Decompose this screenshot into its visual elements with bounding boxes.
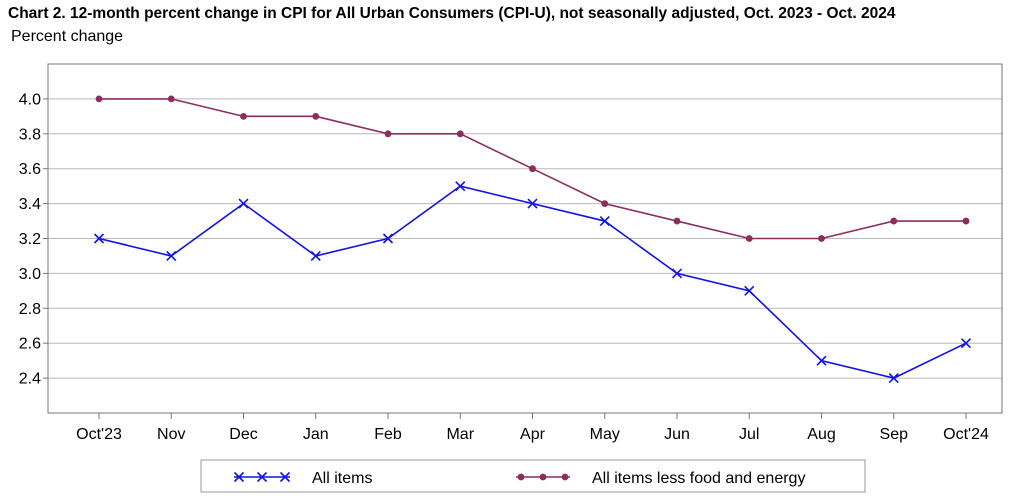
data-point-circle-marker [517, 473, 525, 481]
y-tick-label: 3.8 [19, 126, 41, 143]
legend-label: All items [312, 470, 372, 487]
series-line [98, 185, 967, 379]
data-point-x-marker [279, 471, 291, 483]
data-point-circle-marker [312, 112, 320, 120]
data-point-circle-marker [529, 165, 536, 173]
x-tick-label: Jan [303, 426, 329, 443]
series-all-items [93, 181, 972, 384]
chart-title: Chart 2. 12-month percent change in CPI … [8, 5, 896, 22]
x-axis: Oct'23 Nov Dec Jan Feb Mar Apr May Jun Jul Aug Sep O… [76, 413, 989, 443]
data-point-x-marker [744, 285, 755, 296]
y-tick-label: 3.2 [19, 231, 41, 248]
legend-label: All items less food and energy [592, 470, 805, 487]
data-point-circle-marker [818, 235, 825, 242]
data-point-x-marker [310, 250, 321, 262]
legend-entry: All items less food and energy [516, 470, 805, 487]
data-point-circle-marker [95, 95, 103, 103]
data-point-x-marker [238, 198, 249, 209]
data-point-circle-marker [167, 95, 175, 103]
y-axis: 2.4 2.6 2.8 3.0 3.2 3.4 3.6 3.8 4.0 [19, 91, 48, 388]
data-point-circle-marker [539, 473, 547, 481]
data-point-x-marker [233, 471, 245, 483]
data-point-x-marker [166, 250, 177, 262]
data-point-circle-marker [745, 235, 753, 242]
y-tick-label: 3.0 [19, 266, 41, 283]
data-point-x-marker [888, 373, 899, 384]
series-all-items-less-food-and-energy [95, 95, 970, 242]
x-tick-label: Apr [520, 426, 546, 443]
data-point-x-marker [256, 471, 268, 483]
x-tick-label: Jun [664, 426, 690, 443]
y-tick-label: 2.6 [19, 336, 41, 353]
data-point-x-marker [671, 268, 683, 279]
data-point-circle-marker [673, 217, 681, 225]
x-tick-label: May [590, 426, 620, 443]
y-tick-label: 4.0 [19, 91, 41, 108]
data-point-circle-marker [240, 112, 247, 120]
data-point-x-marker [960, 338, 972, 349]
data-point-x-marker [382, 233, 394, 244]
data-point-x-marker [455, 181, 466, 192]
data-point-circle-marker [601, 200, 609, 208]
x-tick-label: Nov [157, 426, 185, 443]
data-point-circle-marker [962, 217, 970, 225]
y-tick-label: 2.8 [19, 301, 41, 318]
x-tick-label: Jul [739, 426, 759, 443]
x-tick-label: Oct'24 [943, 426, 989, 443]
x-tick-label: Dec [229, 426, 257, 443]
x-tick-label: Feb [374, 426, 402, 443]
data-point-x-marker [599, 215, 610, 227]
y-tick-label: 3.4 [19, 196, 41, 213]
data-point-circle-marker [456, 130, 464, 138]
x-tick-label: Aug [807, 426, 835, 443]
x-tick-label: Sep [880, 426, 909, 443]
legend-entry: All items [233, 470, 372, 487]
data-point-x-marker [816, 355, 827, 366]
data-point-circle-marker [384, 130, 392, 138]
data-point-x-marker [527, 198, 538, 209]
legend-box [200, 459, 866, 493]
data-point-circle-marker [561, 473, 569, 481]
x-tick-label: Mar [446, 426, 474, 443]
y-axis-unit-label: Percent change [11, 28, 124, 45]
y-tick-label: 3.6 [19, 161, 41, 178]
y-tick-label: 2.4 [19, 371, 41, 388]
data-point-circle-marker [890, 217, 898, 225]
legend: All items All items less food and energy [200, 459, 866, 493]
x-tick-label: Oct'23 [76, 426, 122, 443]
data-point-x-marker [93, 233, 105, 244]
gridlines [48, 98, 1002, 379]
series-layer [93, 95, 972, 384]
